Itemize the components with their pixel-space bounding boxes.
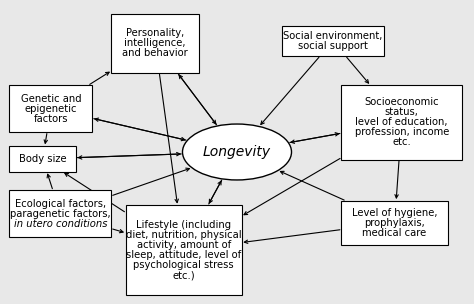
Text: profession, income: profession, income — [355, 127, 449, 137]
FancyBboxPatch shape — [126, 205, 242, 295]
Text: social support: social support — [298, 41, 368, 51]
Ellipse shape — [182, 124, 292, 180]
Text: Level of hygiene,: Level of hygiene, — [352, 208, 438, 218]
Text: sleep, attitude, level of: sleep, attitude, level of — [126, 250, 241, 260]
FancyBboxPatch shape — [9, 85, 92, 132]
FancyBboxPatch shape — [282, 26, 384, 56]
Text: Longevity: Longevity — [203, 145, 271, 159]
Text: status,: status, — [385, 107, 419, 117]
Text: paragenetic factors,: paragenetic factors, — [10, 209, 111, 219]
Text: epigenetic: epigenetic — [25, 104, 77, 114]
Text: medical care: medical care — [363, 228, 427, 238]
Text: psychological stress: psychological stress — [133, 260, 234, 270]
Text: Personality,: Personality, — [126, 28, 184, 38]
Text: etc.): etc.) — [173, 270, 195, 280]
Text: Body size: Body size — [19, 154, 66, 164]
Text: Genetic and: Genetic and — [21, 94, 81, 104]
Text: activity, amount of: activity, amount of — [137, 240, 231, 250]
Text: Ecological factors,: Ecological factors, — [15, 199, 106, 209]
FancyBboxPatch shape — [341, 201, 448, 245]
Text: intelligence,: intelligence, — [125, 38, 186, 48]
Text: Socioeconomic: Socioeconomic — [365, 97, 439, 107]
Text: factors: factors — [34, 114, 68, 124]
Text: etc.: etc. — [392, 137, 411, 147]
Text: and behavior: and behavior — [122, 48, 188, 58]
Text: prophylaxis,: prophylaxis, — [364, 218, 425, 228]
FancyBboxPatch shape — [111, 14, 199, 73]
Text: Lifestyle (including: Lifestyle (including — [136, 220, 231, 230]
FancyBboxPatch shape — [9, 190, 111, 237]
FancyBboxPatch shape — [9, 146, 76, 172]
Text: Social environment,: Social environment, — [283, 31, 383, 41]
Text: diet, nutrition, physical: diet, nutrition, physical — [126, 230, 241, 240]
FancyBboxPatch shape — [341, 85, 462, 160]
Text: level of education,: level of education, — [356, 117, 448, 127]
Text: in utero conditions: in utero conditions — [14, 219, 107, 229]
